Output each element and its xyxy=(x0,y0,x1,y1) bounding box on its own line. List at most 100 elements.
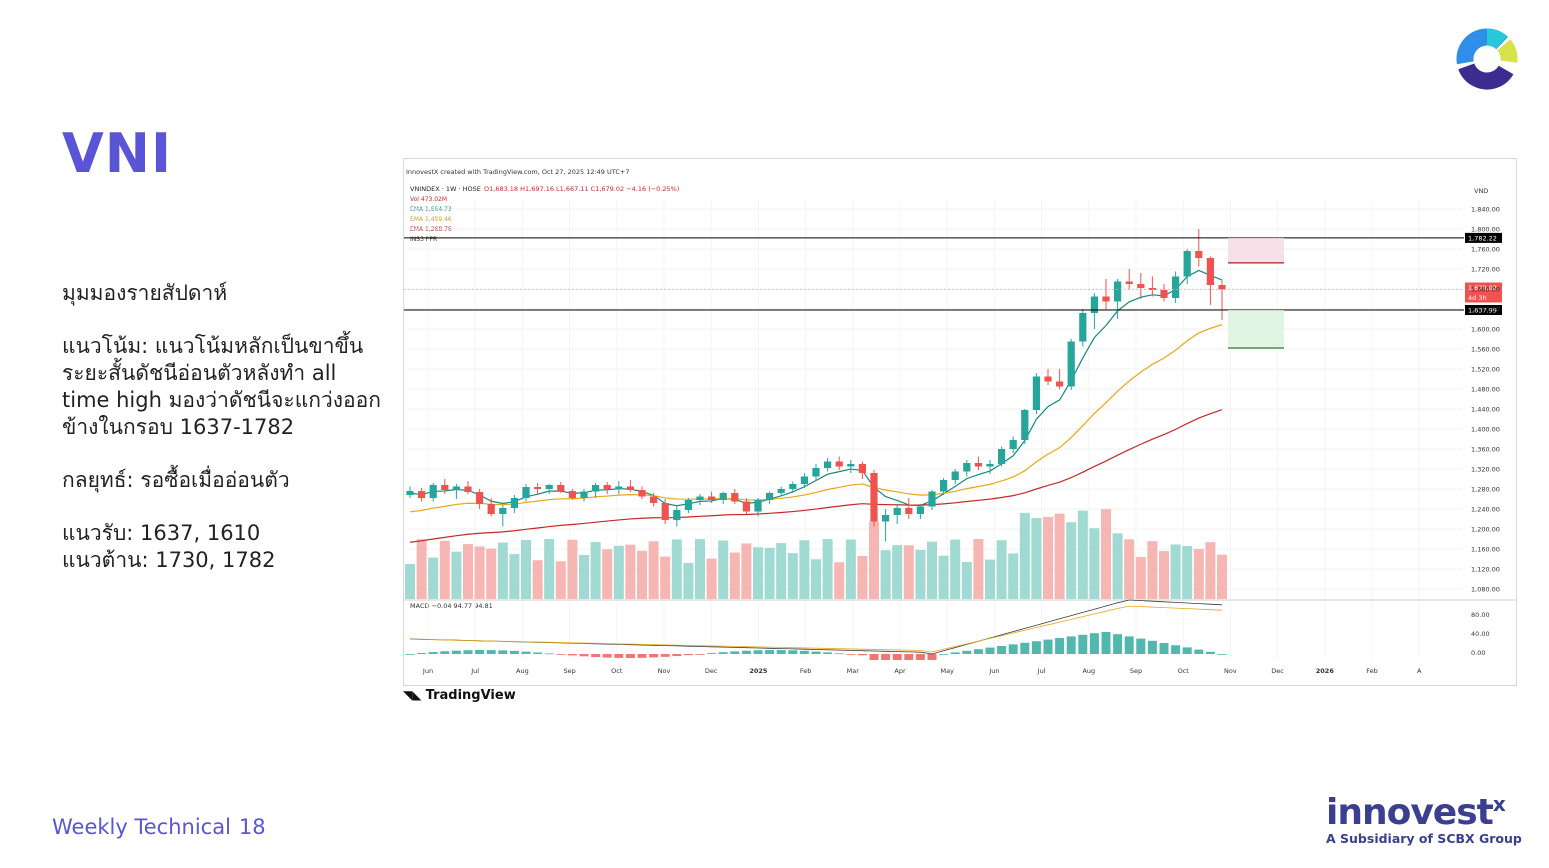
resistance-label: 1,782.22 xyxy=(1468,234,1497,242)
candle-body xyxy=(487,504,495,514)
y-tick-label: 1,080.00 xyxy=(1471,586,1500,594)
macd-histogram-bar xyxy=(417,653,427,654)
volume-bar xyxy=(695,539,705,599)
macd-histogram-bar xyxy=(985,647,995,654)
candle-body xyxy=(638,490,646,497)
macd-histogram-bar xyxy=(811,651,821,654)
volume-bar xyxy=(1054,513,1065,599)
candle-body xyxy=(499,508,507,514)
macd-histogram-bar xyxy=(579,654,589,657)
macd-histogram-bar xyxy=(521,651,531,654)
candle-body xyxy=(858,464,866,473)
volume-bar xyxy=(950,539,961,599)
candle-body xyxy=(464,486,472,492)
x-tick-label: Dec xyxy=(1271,667,1284,675)
volume-bar xyxy=(857,555,868,599)
volume-bar xyxy=(845,539,856,599)
volume-bar xyxy=(880,550,891,599)
macd-histogram-bar xyxy=(1113,634,1123,654)
volume-bar xyxy=(602,549,613,599)
macd-histogram-bar xyxy=(405,654,415,655)
macd-histogram-bar xyxy=(881,654,891,660)
candle-body xyxy=(847,464,855,467)
y-tick-label: 1,840.00 xyxy=(1471,206,1500,214)
candle-body xyxy=(406,491,414,495)
candle-body xyxy=(580,491,588,498)
volume-bar xyxy=(683,562,694,599)
candle-body xyxy=(928,491,936,507)
candle-body xyxy=(673,510,681,520)
candle-body xyxy=(1009,440,1017,449)
candle-body xyxy=(998,449,1006,464)
macd-histogram-bar xyxy=(1124,636,1134,654)
macd-histogram-bar xyxy=(475,650,485,654)
macd-tick-label: 0.00 xyxy=(1471,649,1485,657)
macd-histogram-bar xyxy=(1171,645,1181,654)
macd-histogram-bar xyxy=(741,650,751,654)
macd-histogram-bar xyxy=(927,654,937,660)
volume-bar xyxy=(869,521,879,599)
candle-body xyxy=(441,485,449,490)
trend-text: แนวโน้ม: แนวโน้มหลักเป็นขาขึ้น ระยะสั้นด… xyxy=(62,334,381,439)
candle-body xyxy=(812,468,820,477)
volume-bar xyxy=(509,554,520,599)
chart-currency: VND xyxy=(1474,187,1488,195)
candle-body xyxy=(986,464,994,467)
candle-body xyxy=(1160,290,1168,298)
support-label: 1,637.99 xyxy=(1468,307,1497,315)
macd-histogram-bar xyxy=(498,650,508,654)
volume-bar xyxy=(1077,510,1088,599)
volume-bar xyxy=(648,541,659,599)
volume-bar xyxy=(811,559,821,599)
x-tick-label: Jun xyxy=(422,667,433,675)
volume-bar xyxy=(613,545,624,599)
candle-body xyxy=(905,508,913,514)
volume-bar xyxy=(1031,518,1042,599)
macd-histogram-bar xyxy=(718,652,728,654)
candle-body xyxy=(476,492,484,504)
volume-bar xyxy=(497,542,508,599)
weekly-heading: มุมมองรายสัปดาห์ xyxy=(62,281,228,305)
ema-long-line xyxy=(409,409,1223,543)
candle-body xyxy=(824,461,832,468)
candle-body xyxy=(742,501,750,512)
candle-body xyxy=(1195,251,1203,258)
candle-body xyxy=(974,463,982,467)
candle-body xyxy=(557,485,565,491)
macd-histogram-bar xyxy=(846,654,856,655)
candle-body xyxy=(429,485,437,498)
x-tick-label: A xyxy=(1417,667,1422,675)
x-tick-label: Jun xyxy=(988,667,999,675)
candle-body xyxy=(626,486,634,490)
volume-bar xyxy=(439,540,450,599)
x-tick-label: Jul xyxy=(470,667,479,675)
volume-bar xyxy=(1112,533,1123,599)
macd-histogram-bar xyxy=(509,650,519,654)
y-tick-label: 1,600.00 xyxy=(1471,326,1500,334)
macd-histogram-bar xyxy=(799,650,809,654)
volume-bar xyxy=(532,560,543,599)
candle-body xyxy=(661,503,669,520)
volume-bar xyxy=(706,558,717,599)
page-title: VNI xyxy=(62,122,173,185)
candle-body xyxy=(1206,258,1214,285)
y-tick-label: 1,800.00 xyxy=(1471,226,1500,234)
x-tick-label: Aug xyxy=(1082,667,1095,675)
x-tick-label: Nov xyxy=(1224,667,1237,675)
volume-bar xyxy=(787,553,798,599)
volume-bar xyxy=(474,546,485,599)
macd-histogram-bar xyxy=(625,654,635,658)
x-tick-label: 2025 xyxy=(749,667,768,675)
macd-histogram-bar xyxy=(707,653,717,654)
macd-histogram-bar xyxy=(695,654,705,655)
volume-bar xyxy=(416,539,427,599)
candle-body xyxy=(719,493,727,500)
y-tick-label: 1,440.00 xyxy=(1471,406,1500,414)
volume-bar xyxy=(718,540,729,599)
macd-histogram-bar xyxy=(533,652,543,654)
candle-body xyxy=(510,498,518,508)
volume-bar xyxy=(625,544,636,599)
volume-bar xyxy=(1089,528,1100,599)
candle-body xyxy=(1172,276,1180,298)
candle-body xyxy=(418,491,426,498)
